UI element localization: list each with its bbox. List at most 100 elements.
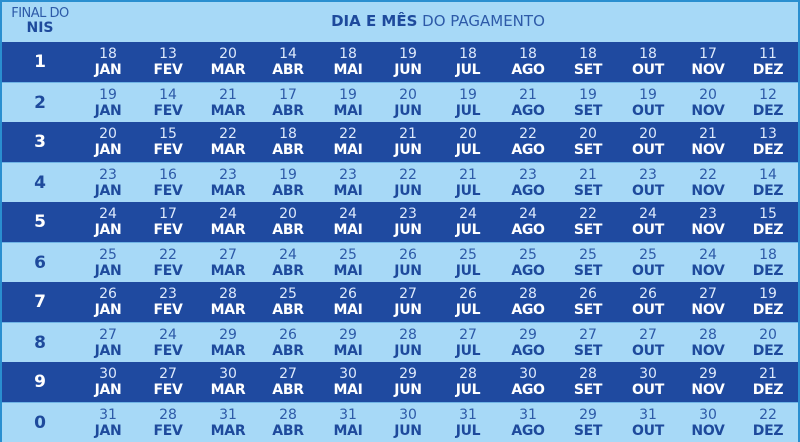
payment-date-cell: 18 ABR <box>258 126 318 158</box>
payment-date-cell: 16 FEV <box>138 167 198 199</box>
payment-date-cell: 18 OUT <box>618 46 678 78</box>
payment-month: AGO <box>511 62 545 78</box>
payment-date-cell: 25 JUL <box>438 247 498 279</box>
payment-day: 19 <box>579 86 597 103</box>
payment-date-cell: 19 MAI <box>318 87 378 119</box>
payment-day: 19 <box>639 86 657 103</box>
payment-day: 26 <box>579 286 597 302</box>
payment-day: 22 <box>759 406 777 423</box>
payment-date-cell: 22 FEV <box>138 247 198 279</box>
payment-date-cell: 26 JUL <box>438 286 498 318</box>
payment-month: NOV <box>691 422 725 439</box>
payment-month: JUN <box>394 62 422 78</box>
payment-day: 31 <box>339 406 357 423</box>
payment-day: 27 <box>159 366 177 382</box>
payment-month: JUN <box>394 182 422 199</box>
payment-month: ABR <box>272 102 304 119</box>
payment-month: DEZ <box>752 182 784 199</box>
payment-day: 25 <box>339 246 357 263</box>
payment-date-cell: 25 ABR <box>258 286 318 318</box>
payment-date-cell: 17 ABR <box>258 87 318 119</box>
payment-month: AGO <box>511 102 545 119</box>
payment-day: 28 <box>579 366 597 382</box>
payment-date-cell: 29 MAI <box>318 327 378 359</box>
payment-date-cell: 25 SET <box>558 247 618 279</box>
payment-day: 20 <box>279 206 297 222</box>
payment-month: DEZ <box>752 262 784 279</box>
payment-date-cell: 26 SET <box>558 286 618 318</box>
payment-month: ABR <box>272 262 304 279</box>
payment-month: JAN <box>94 262 122 279</box>
payment-date-cell: 24 ABR <box>258 247 318 279</box>
payment-month: OUT <box>632 422 664 439</box>
payment-month: OUT <box>632 342 664 359</box>
payment-day: 23 <box>639 166 657 183</box>
payment-date-cell: 30 OUT <box>618 366 678 398</box>
payment-date-cell: 29 MAR <box>198 327 258 359</box>
payment-date-cell: 15 DEZ <box>738 206 798 238</box>
payment-month: AGO <box>511 182 545 199</box>
payment-date-cell: 17 NOV <box>678 46 738 78</box>
payment-month: JUL <box>455 422 481 439</box>
nis-final-digit: 6 <box>34 252 46 273</box>
payment-day: 19 <box>339 86 357 103</box>
payment-date-cell: 21 JUL <box>438 167 498 199</box>
payment-day: 22 <box>219 126 237 142</box>
payment-month: JUL <box>455 382 481 398</box>
payment-month: JAN <box>94 102 122 119</box>
payment-month: OUT <box>632 262 664 279</box>
payment-day: 24 <box>639 206 657 222</box>
payment-date-cell: 26 ABR <box>258 327 318 359</box>
payment-date-cell: 17 FEV <box>138 206 198 238</box>
payment-day: 12 <box>759 86 777 103</box>
payment-date-cell: 28 JUL <box>438 366 498 398</box>
payment-date-cell: 23 MAI <box>318 167 378 199</box>
payment-month: AGO <box>511 422 545 439</box>
payment-day: 31 <box>519 406 537 423</box>
payment-month: JAN <box>94 302 122 318</box>
payment-day: 28 <box>459 366 477 382</box>
payment-month: MAR <box>210 422 246 439</box>
payment-month: DEZ <box>752 142 784 158</box>
payment-month: JUL <box>455 102 481 119</box>
payment-date-cell: 19 DEZ <box>738 286 798 318</box>
payment-day: 24 <box>99 206 117 222</box>
payment-month: ABR <box>272 222 304 238</box>
payment-month: NOV <box>691 302 725 318</box>
payment-day: 21 <box>699 126 717 142</box>
payment-month: OUT <box>632 62 664 78</box>
payment-month: JUL <box>455 342 481 359</box>
payment-day: 21 <box>219 86 237 103</box>
payment-day: 27 <box>459 326 477 343</box>
payment-date-cell: 28 AGO <box>498 286 558 318</box>
nis-column-header: FINAL DO NIS <box>2 6 78 36</box>
payment-day: 18 <box>99 46 117 62</box>
payment-date-cell: 12 DEZ <box>738 87 798 119</box>
payment-date-cell: 28 NOV <box>678 327 738 359</box>
payment-month: JUN <box>394 142 422 158</box>
payment-date-cell: 27 SET <box>558 327 618 359</box>
nis-final-digit: 4 <box>34 172 46 193</box>
payment-month: FEV <box>153 62 183 78</box>
payment-date-cell: 25 MAI <box>318 247 378 279</box>
payment-day: 19 <box>279 166 297 183</box>
payment-date-cell: 22 JUN <box>378 167 438 199</box>
payment-date-cell: 22 NOV <box>678 167 738 199</box>
payment-date-cell: 27 JAN <box>78 327 138 359</box>
payment-date-cell: 24 JUL <box>438 206 498 238</box>
payment-date-cell: 26 JUN <box>378 247 438 279</box>
payment-month: OUT <box>632 302 664 318</box>
payment-date-cell: 21 JUN <box>378 126 438 158</box>
payment-day: 27 <box>99 326 117 343</box>
nis-final-digit: 9 <box>34 372 46 392</box>
payment-month: SET <box>573 102 603 119</box>
payment-day: 23 <box>699 206 717 222</box>
payment-date-cell: 23 OUT <box>618 167 678 199</box>
payment-month: MAI <box>333 222 363 238</box>
payment-day: 21 <box>759 366 777 382</box>
payment-month: JAN <box>94 222 122 238</box>
payment-day: 31 <box>639 406 657 423</box>
payment-date-cell: 28 SET <box>558 366 618 398</box>
payment-day: 23 <box>339 166 357 183</box>
payment-day: 20 <box>639 126 657 142</box>
